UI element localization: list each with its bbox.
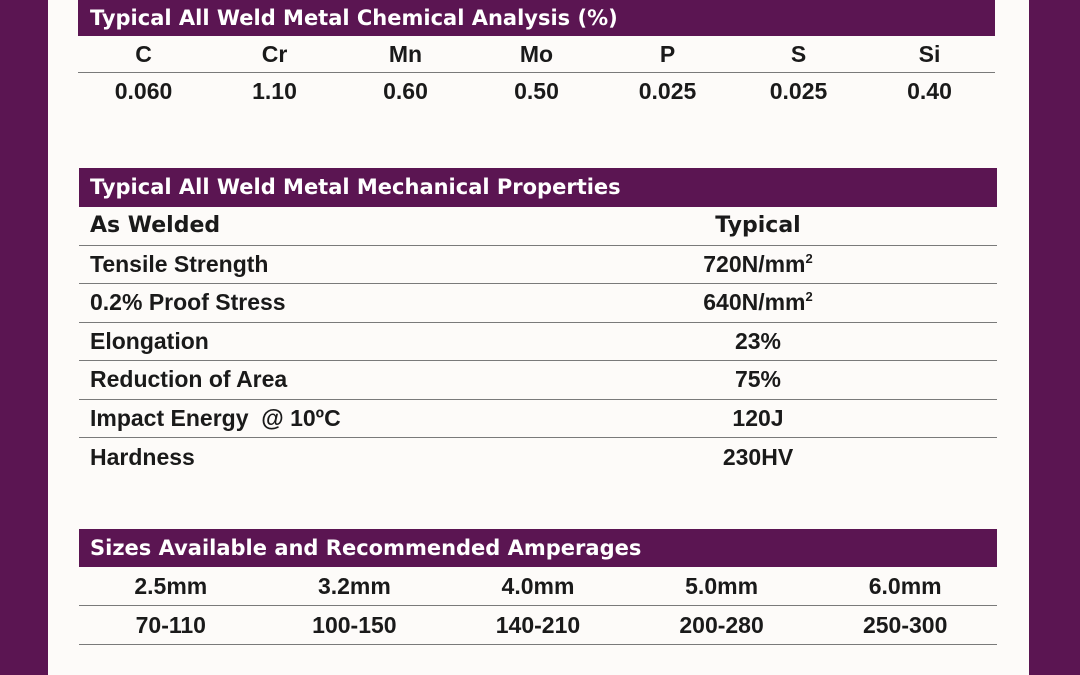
value-carbon: 0.060 [114,78,173,104]
unit-superscript: 2 [805,289,813,305]
mechanical-header-row: As Welded Typical [79,207,997,246]
mechanical-properties-title: Typical All Weld Metal Mechanical Proper… [79,168,997,207]
element-silicon: Si [918,40,941,67]
property-value: 230HV [722,443,794,470]
amperage-row: 70-110 100-150 140-210 200-280 250-300 [79,606,997,645]
element-chromium: Cr [261,40,288,67]
property-name: Elongation [90,327,209,354]
property-value: 120J [732,404,784,431]
mechanical-properties-section: Typical All Weld Metal Mechanical Proper… [79,168,997,477]
element-molybdenum: Mo [519,40,554,67]
element-manganese: Mn [388,40,423,67]
amperage-cell: 70-110 [135,611,206,638]
amperage-cell: 250-300 [862,611,948,638]
table-row: Reduction of Area 75% [79,361,997,400]
value-chromium: 1.10 [252,78,297,104]
value-sulphur: 0.025 [769,78,828,104]
table-row: Elongation 23% [79,323,997,361]
amperage-cell: 100-150 [312,611,397,638]
table-row: Tensile Strength 720N/mm2 [79,246,997,284]
value-phosphorus: 0.025 [638,78,697,104]
sizes-title: Sizes Available and Recommended Amperage… [79,529,997,567]
diameter-row: 2.5mm 3.2mm 4.0mm 5.0mm 6.0mm [79,567,997,606]
element-value-row: 0.060 1.10 0.60 0.50 0.025 0.025 0.40 [78,73,995,110]
sizes-section: Sizes Available and Recommended Amperage… [79,529,997,645]
amperage-cell: 200-280 [679,611,764,638]
element-carbon: C [135,40,152,67]
property-name: Impact Energy @ 10ºC [90,404,341,431]
value-manganese: 0.60 [383,78,428,104]
value-molybdenum: 0.50 [514,78,559,104]
diameter-cell: 4.0mm [501,572,575,599]
table-row: Hardness 230HV [79,438,997,477]
unit-superscript: 2 [805,250,813,266]
property-name: Tensile Strength [90,250,269,277]
diameter-cell: 2.5mm [134,572,208,599]
property-name: Reduction of Area [90,366,288,393]
diameter-cell: 6.0mm [868,572,942,599]
diameter-cell: 3.2mm [317,572,391,599]
amperage-cell: 140-210 [495,611,581,638]
element-sulphur: S [790,40,807,67]
property-value: 23% [734,327,782,354]
element-phosphorus: P [659,40,676,67]
chemical-analysis-title: Typical All Weld Metal Chemical Analysis… [78,0,995,36]
property-name: 0.2% Proof Stress [90,289,286,316]
typical-heading: Typical [715,213,801,239]
value-silicon: 0.40 [907,78,952,104]
property-value: 720N/mm2 [703,250,813,277]
element-header-row: C Cr Mn Mo P S Si [78,36,995,73]
diameter-cell: 5.0mm [685,572,759,599]
as-welded-heading: As Welded [90,213,221,239]
property-value: 75% [734,366,782,393]
property-name: Hardness [90,443,195,470]
table-row: Impact Energy @ 10ºC 120J [79,400,997,438]
property-value: 640N/mm2 [703,289,813,316]
chemical-analysis-section: Typical All Weld Metal Chemical Analysis… [78,0,995,110]
datasheet-page: Typical All Weld Metal Chemical Analysis… [48,0,1029,675]
table-row: 0.2% Proof Stress 640N/mm2 [79,284,997,323]
